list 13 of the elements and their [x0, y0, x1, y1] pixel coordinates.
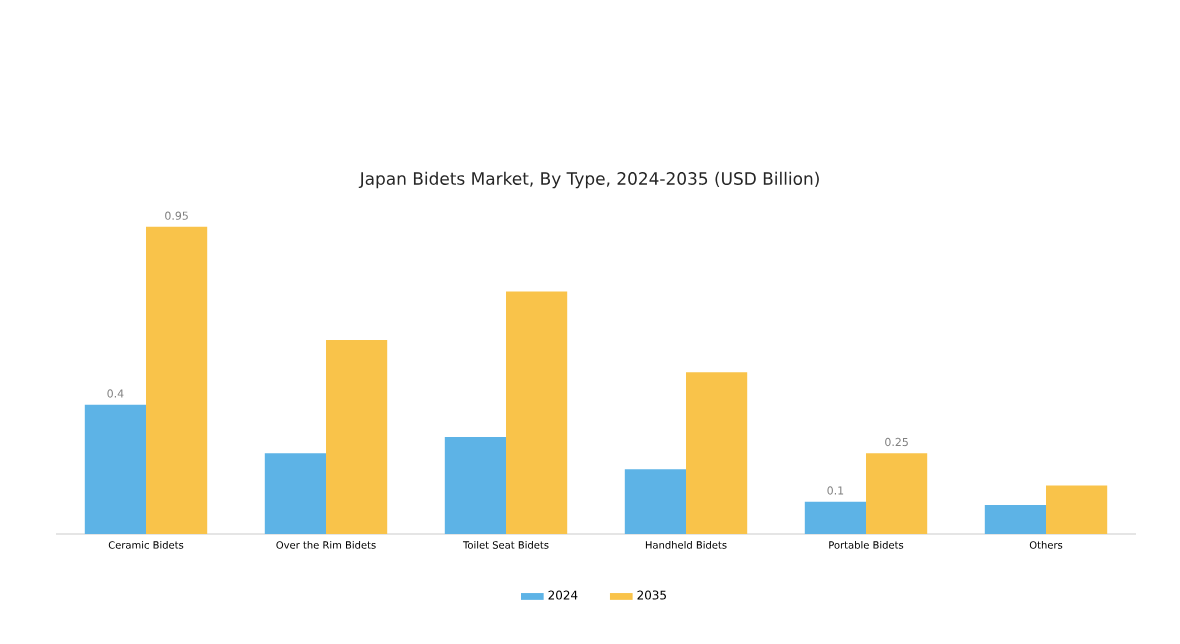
bar [264, 453, 326, 534]
bar [624, 469, 686, 534]
bar [866, 453, 928, 534]
bar [326, 340, 388, 534]
bar [146, 226, 208, 534]
chart-title: Japan Bidets Market, By Type, 2024-2035 (USD Billion) [358, 171, 819, 189]
bar [506, 291, 568, 534]
bar [686, 372, 748, 534]
bar [444, 437, 506, 534]
bar [804, 501, 866, 534]
bar [1046, 485, 1108, 534]
bar [84, 404, 146, 534]
bar [984, 504, 1046, 534]
